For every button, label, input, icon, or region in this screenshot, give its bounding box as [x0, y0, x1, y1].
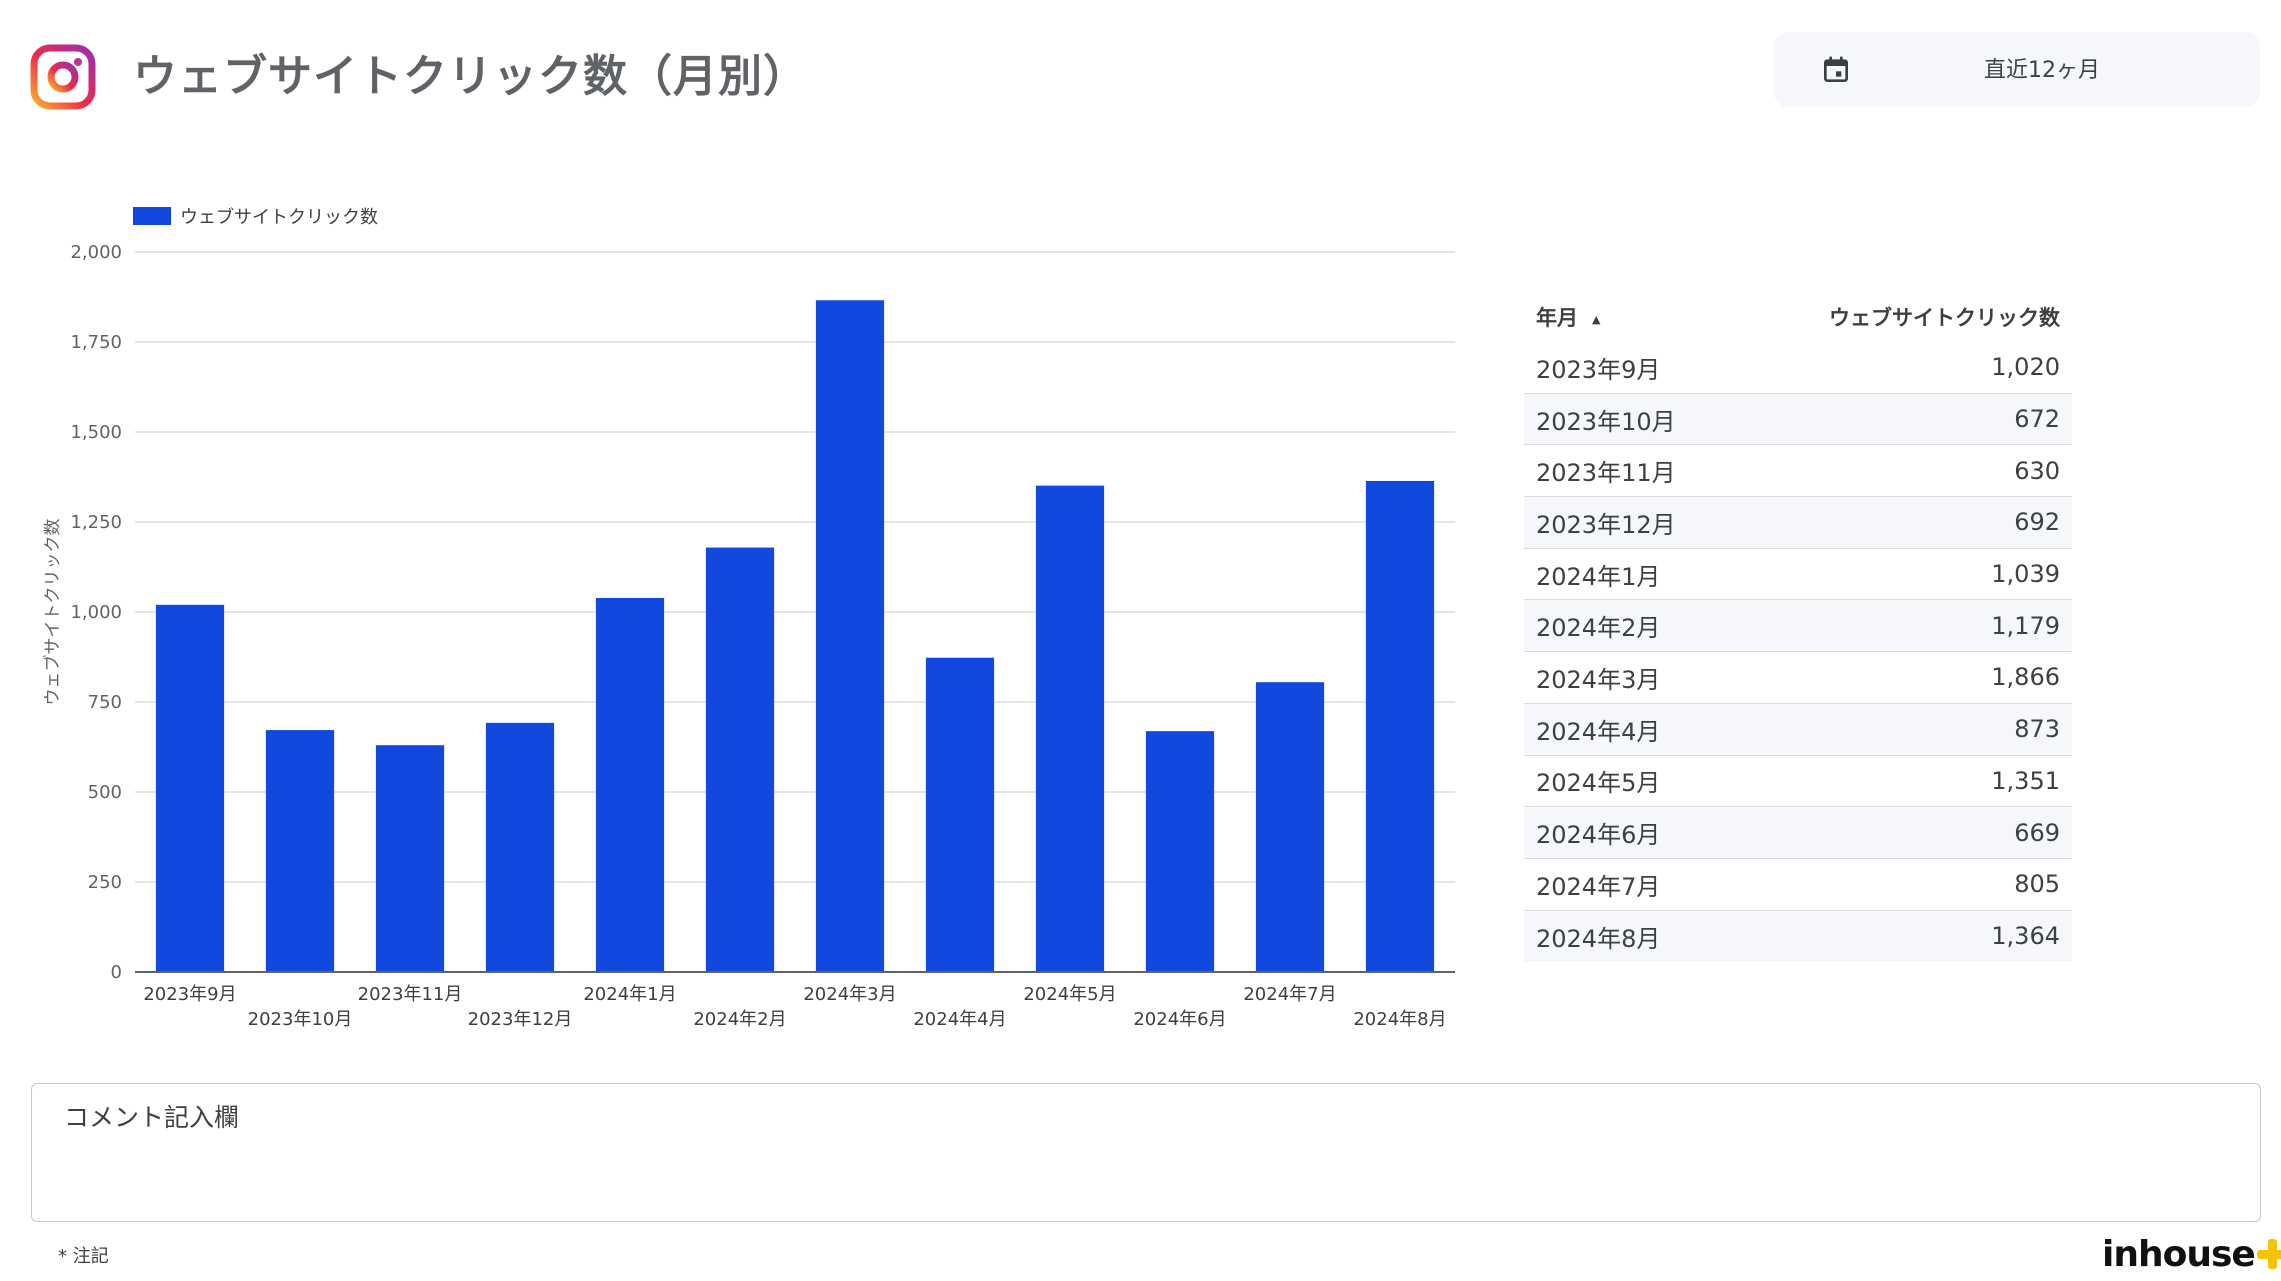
table-row: 2024年4月 873 [1524, 703, 2072, 756]
cell-month: 2024年8月 [1536, 924, 1661, 953]
cell-clicks: 873 [2014, 715, 2060, 744]
cell-month: 2024年7月 [1536, 872, 1661, 901]
y-tick-label: 1,500 [70, 422, 122, 443]
table-row: 2024年5月 1,351 [1524, 756, 2072, 808]
bar [925, 657, 995, 972]
cell-clicks: 630 [2014, 456, 2060, 485]
clicks-bar-chart: ウェブサイトクリック数 0 250 500 750 1,000 1,250 1,500 1,75… [42, 206, 1455, 1030]
table-row: 2023年11月 630 [1524, 445, 2072, 498]
x-tick-label: 2024年2月 [693, 1009, 786, 1030]
cell-month: 2023年11月 [1536, 459, 1676, 488]
plus-icon [2256, 1239, 2281, 1269]
legend-label: ウェブサイトクリック数 [180, 206, 378, 228]
x-tick-label: 2024年5月 [1023, 984, 1116, 1005]
calendar-icon [1824, 56, 1848, 82]
x-tick-label: 2024年8月 [1353, 1009, 1446, 1030]
cell-month: 2024年6月 [1536, 821, 1661, 850]
bar [705, 547, 775, 972]
bar [375, 745, 445, 972]
table-row: 2024年6月 669 [1524, 807, 2072, 859]
table-row: 2024年3月 1,866 [1524, 652, 2072, 704]
y-tick-label: 750 [88, 692, 122, 713]
col-header-clicks[interactable]: ウェブサイトクリック数 [1829, 306, 2060, 330]
cell-clicks: 1,020 [1991, 353, 2060, 382]
x-tick-label: 2023年11月 [358, 984, 463, 1005]
cell-month: 2023年9月 [1536, 355, 1661, 384]
table-row: 2024年1月 1,039 [1524, 549, 2072, 601]
cell-clicks: 805 [2014, 870, 2060, 899]
cell-month: 2024年2月 [1536, 614, 1661, 643]
cell-month: 2024年1月 [1536, 562, 1661, 591]
monthly-clicks-table: 年月 ▲ ウェブサイトクリック数 2023年9月 1,020 2023年10月 672 2… [1524, 292, 2072, 963]
table-row: 2024年8月 1,364 [1524, 910, 2072, 963]
y-tick-label: 1,000 [70, 602, 122, 623]
cell-clicks: 1,351 [1991, 766, 2060, 795]
cell-month: 2024年4月 [1536, 717, 1661, 746]
x-tick-label: 2024年4月 [913, 1009, 1006, 1030]
bar [485, 722, 555, 972]
x-tick-label: 2024年3月 [803, 984, 896, 1005]
y-tick-label: 1,750 [70, 332, 122, 353]
table-row: 2024年7月 805 [1524, 859, 2072, 911]
cell-month: 2023年10月 [1536, 407, 1676, 436]
cell-clicks: 669 [2014, 818, 2060, 847]
footnote: * 注記 [58, 1246, 109, 1267]
bar [1145, 731, 1215, 972]
page-title: ウェブサイトクリック数（月別） [133, 51, 808, 102]
cell-month: 2023年12月 [1536, 510, 1676, 539]
y-tick-label: 0 [111, 962, 122, 983]
cell-month: 2024年5月 [1536, 769, 1661, 798]
table-row: 2023年10月 672 [1524, 393, 2072, 446]
table-row: 2023年9月 1,020 [1524, 342, 2072, 394]
bar [1035, 485, 1105, 972]
comment-box: コメント記入欄 [31, 1083, 2261, 1222]
cell-clicks: 1,364 [1991, 922, 2060, 951]
x-tick-label: 2024年1月 [583, 984, 676, 1005]
y-tick-label: 2,000 [70, 242, 122, 263]
brand-logo: inhouse [2102, 1234, 2281, 1275]
bar [265, 730, 335, 972]
cell-clicks: 672 [2014, 405, 2060, 434]
legend-swatch [133, 207, 171, 225]
bar [595, 597, 665, 972]
bar [1255, 682, 1325, 972]
brand-name: inhouse [2102, 1234, 2256, 1275]
cell-clicks: 1,866 [1991, 663, 2060, 692]
x-tick-label: 2024年7月 [1243, 984, 1336, 1005]
y-tick-label: 500 [88, 782, 122, 803]
date-range-label: 直近12ヶ月 [1984, 58, 2100, 83]
bar [155, 604, 225, 972]
cell-month: 2024年3月 [1536, 665, 1661, 694]
bar [1365, 480, 1435, 972]
x-tick-label: 2023年12月 [468, 1009, 573, 1030]
instagram-icon [30, 44, 96, 110]
sort-ascending-icon: ▲ [1592, 312, 1601, 326]
y-tick-label: 1,250 [70, 512, 122, 533]
table-row: 2023年12月 692 [1524, 497, 2072, 549]
cell-clicks: 692 [2014, 508, 2060, 537]
x-tick-label: 2023年9月 [143, 984, 236, 1005]
cell-clicks: 1,179 [1991, 611, 2060, 640]
x-tick-label: 2024年6月 [1133, 1009, 1226, 1030]
x-tick-label: 2023年10月 [248, 1009, 353, 1030]
col-header-month[interactable]: 年月 ▲ [1536, 306, 1601, 330]
table-row: 2024年2月 1,179 [1524, 600, 2072, 653]
bar [815, 300, 885, 972]
table-header: 年月 ▲ ウェブサイトクリック数 [1524, 292, 2072, 342]
y-tick-label: 250 [88, 872, 122, 893]
y-axis-label: ウェブサイトクリック数 [42, 519, 63, 706]
table-body: 2023年9月 1,020 2023年10月 672 2023年11月 630 2023年1… [1524, 342, 2072, 963]
date-range-selector[interactable]: 直近12ヶ月 [1774, 32, 2260, 107]
cell-clicks: 1,039 [1991, 560, 2060, 589]
comment-box-title: コメント記入欄 [64, 1103, 240, 1132]
